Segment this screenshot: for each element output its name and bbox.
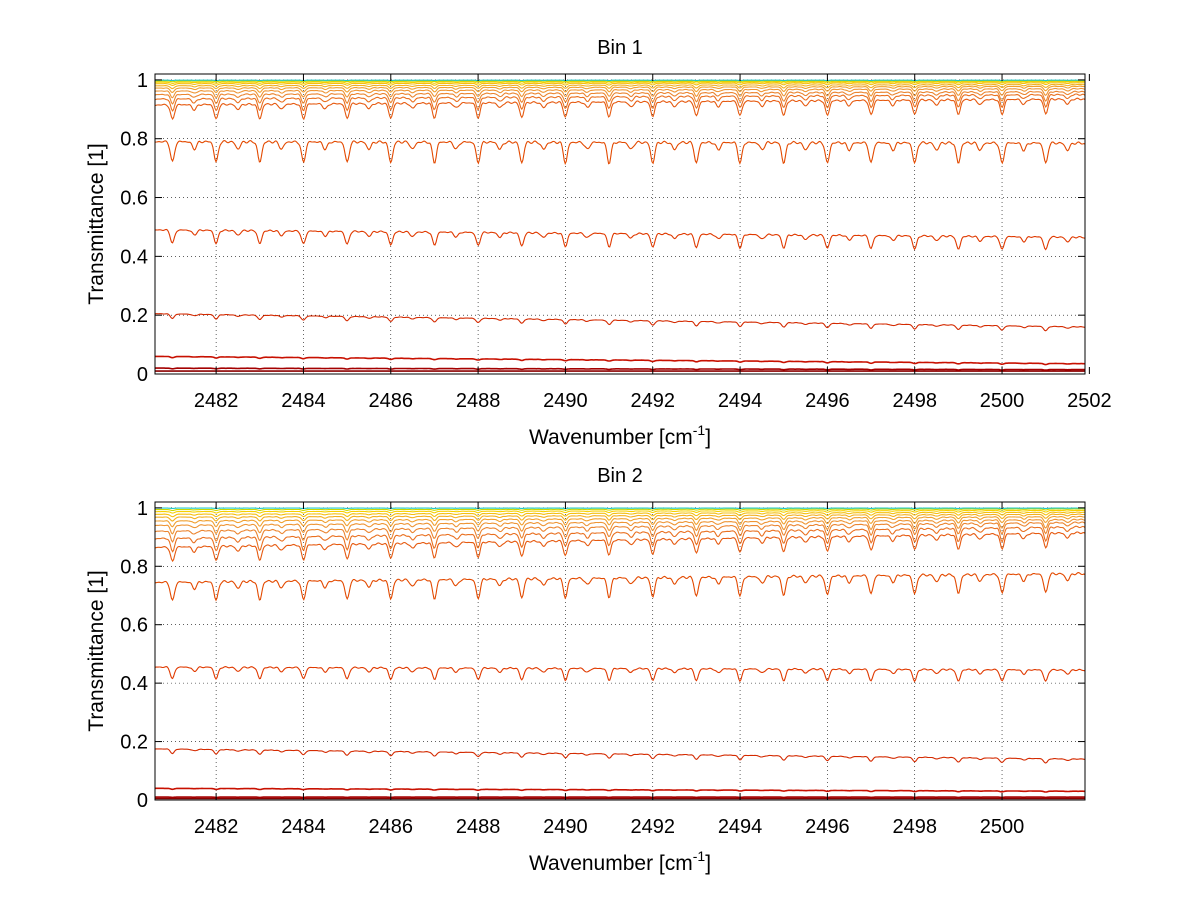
x-tick-label: 2502	[1067, 390, 1112, 412]
x-axis-label-main: Wavenumber [cm	[529, 852, 693, 875]
y-tick-label: 0.8	[120, 129, 148, 151]
plot-area	[155, 74, 1085, 374]
y-tick-label: 0.2	[120, 305, 148, 327]
axes-box	[154, 73, 1086, 375]
x-axis-label-end: ]	[705, 852, 711, 875]
series-line	[155, 666, 1085, 683]
series-line	[155, 83, 1085, 90]
series-line	[155, 515, 1085, 528]
series-line	[155, 97, 1085, 121]
y-tick-label: 0.2	[120, 732, 148, 754]
series-line	[155, 90, 1085, 105]
series-line	[155, 518, 1085, 535]
x-tick-label: 2484	[281, 816, 326, 838]
x-tick-label: 2498	[892, 390, 937, 412]
x-axis-label: Wavenumber [cm-1]	[529, 848, 711, 875]
series-line	[155, 511, 1085, 518]
series-line	[155, 367, 1085, 371]
series-line	[155, 140, 1085, 166]
x-tick-label: 2500	[980, 390, 1025, 412]
series-line	[155, 93, 1085, 112]
x-axis-label-sup: -1	[693, 848, 706, 864]
x-tick-label: 2496	[805, 390, 850, 412]
y-axis-label: Transmittance [1]	[85, 570, 108, 731]
series-line	[155, 228, 1085, 251]
x-tick-label: 2482	[194, 816, 239, 838]
x-axis-label: Wavenumber [cm-1]	[529, 422, 711, 449]
x-tick-label: 2484	[281, 390, 326, 412]
y-tick-label: 0.6	[120, 188, 148, 210]
series-line	[155, 572, 1085, 602]
series-line	[155, 509, 1085, 514]
axes-box	[154, 501, 1086, 801]
x-axis-label-end: ]	[705, 426, 711, 449]
series-line	[155, 787, 1085, 793]
series-line	[155, 525, 1085, 553]
x-axis-label-main: Wavenumber [cm	[529, 426, 693, 449]
x-tick-label: 2500	[980, 816, 1025, 838]
series-line	[155, 85, 1085, 94]
x-axis-label-sup: -1	[693, 422, 706, 438]
y-tick-label: 0.4	[120, 246, 148, 268]
x-tick-label: 2482	[194, 390, 239, 412]
series-line	[155, 82, 1085, 86]
y-tick-label: 0.8	[120, 556, 148, 578]
series-line	[155, 355, 1085, 366]
x-tick-label: 2494	[718, 390, 763, 412]
series-line	[155, 531, 1085, 563]
x-tick-label: 2486	[369, 390, 414, 412]
series-line	[155, 313, 1085, 332]
x-tick-label: 2492	[630, 816, 675, 838]
x-tick-label: 2496	[805, 816, 850, 838]
x-tick-label: 2488	[456, 390, 501, 412]
y-tick-label: 0	[137, 364, 148, 386]
x-tick-label: 2498	[892, 816, 937, 838]
x-tick-label: 2490	[543, 816, 588, 838]
y-tick-label: 1	[137, 70, 148, 92]
y-axis-label: Transmittance [1]	[85, 143, 108, 304]
series-line	[155, 81, 1085, 84]
y-tick-label: 1	[137, 498, 148, 520]
series-line	[155, 508, 1085, 512]
series-line	[155, 521, 1085, 543]
x-tick-label: 2492	[630, 390, 675, 412]
series-group	[155, 507, 1085, 800]
x-tick-label: 2486	[369, 816, 414, 838]
series-line	[155, 87, 1085, 99]
panel-bin-1: 2482 2484 2486 2488 2490 2492 2494 2496 2498 2500…	[85, 37, 1112, 449]
x-tick-label: 2488	[456, 816, 501, 838]
plot-area	[155, 502, 1085, 800]
series-line	[155, 748, 1085, 764]
series-line	[155, 513, 1085, 522]
series-group	[155, 79, 1085, 372]
y-tick-label: 0.4	[120, 673, 148, 695]
chart-title: Bin 2	[597, 465, 643, 487]
panel-bin-2: 2482 2484 2486 2488 2490 2492 2494 2496 2498 2500…	[85, 465, 1086, 875]
x-tick-label: 2494	[718, 816, 763, 838]
y-tick-label: 0.6	[120, 615, 148, 637]
x-tick-label: 2490	[543, 390, 588, 412]
chart-title: Bin 1	[597, 37, 643, 59]
y-tick-label: 0	[137, 790, 148, 812]
series-line	[155, 80, 1085, 83]
